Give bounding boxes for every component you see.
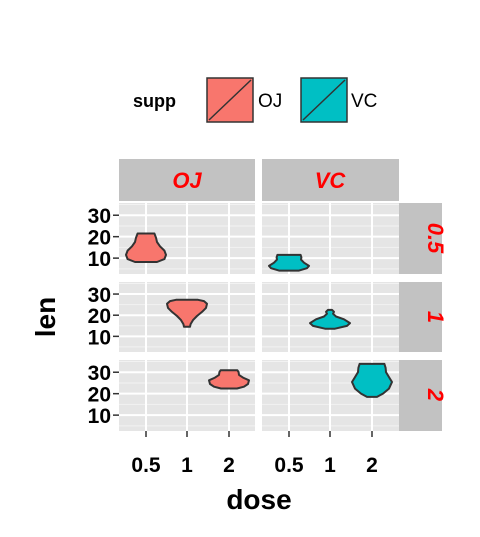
y-tick-label-10: 10 — [88, 405, 111, 428]
x-tick-label-0-5: 0.5 — [131, 454, 161, 477]
strip-row-0-5-label: 0.5 — [423, 223, 448, 254]
x-axis-col-vc: 0.5 1 2 — [274, 454, 377, 477]
strip-row-2 — [399, 360, 442, 431]
y-tick-label-30: 30 — [88, 205, 111, 228]
x-tick-label-1: 1 — [181, 454, 193, 477]
panels — [113, 203, 399, 437]
y-tick-label-30: 30 — [88, 284, 111, 307]
x-axis-col-oj: 0.5 1 2 — [131, 454, 234, 477]
legend-label-oj: OJ — [258, 91, 282, 112]
strip-column-vc-label: VC — [315, 168, 347, 193]
y-axis-row-1: 30 20 10 — [88, 284, 111, 349]
legend-label-vc: VC — [351, 91, 377, 112]
legend-swatch-vc-slash — [302, 79, 346, 121]
legend-swatch-oj-slash — [208, 79, 252, 121]
x-tick-label-2: 2 — [223, 454, 235, 477]
strip-column-oj-label: OJ — [172, 168, 202, 193]
y-tick-label-10: 10 — [88, 326, 111, 349]
legend-key-oj — [206, 77, 254, 123]
strip-row-2-label: 2 — [423, 388, 448, 402]
violin-vc-dose-1 — [309, 308, 351, 330]
x-axis-title: dose — [226, 484, 291, 515]
strip-column-oj — [119, 159, 255, 201]
x-tick-label-2: 2 — [366, 454, 378, 477]
legend-title: supp — [133, 91, 176, 111]
violin-oj-dose-2 — [208, 369, 250, 390]
x-tick-label-1: 1 — [324, 454, 336, 477]
x-tick-label-0-5: 0.5 — [274, 454, 304, 477]
strip-column-vc — [262, 159, 399, 201]
violin-vc-dose-0-5 — [268, 253, 310, 272]
y-tick-label-20: 20 — [88, 227, 111, 250]
strip-row-0-5 — [399, 203, 442, 274]
y-tick-label-20: 20 — [88, 384, 111, 407]
violin-oj-dose-0-5 — [125, 232, 167, 263]
y-axis-title: len — [30, 297, 61, 337]
violin-vc-dose-2 — [351, 362, 393, 398]
panel-oj-0 — [113, 203, 255, 274]
strip-row-1 — [399, 282, 442, 352]
panel-vc-0 — [262, 203, 399, 274]
x-axis: 0.5 1 2 0.5 1 2 — [131, 454, 377, 477]
y-tick-label-10: 10 — [88, 248, 111, 271]
y-axis-row-2: 30 20 10 — [88, 362, 111, 428]
y-tick-label-30: 30 — [88, 362, 111, 385]
violin-oj-dose-1 — [166, 298, 208, 328]
legend-key-vc — [300, 77, 348, 123]
y-axis-row-0-5: 30 20 10 — [88, 205, 111, 271]
y-tick-label-20: 20 — [88, 305, 111, 328]
legend: supp OJ VC — [133, 77, 377, 123]
strip-row-1-label: 1 — [423, 311, 448, 323]
y-axis: 30 20 10 30 20 10 30 20 10 — [88, 205, 111, 428]
